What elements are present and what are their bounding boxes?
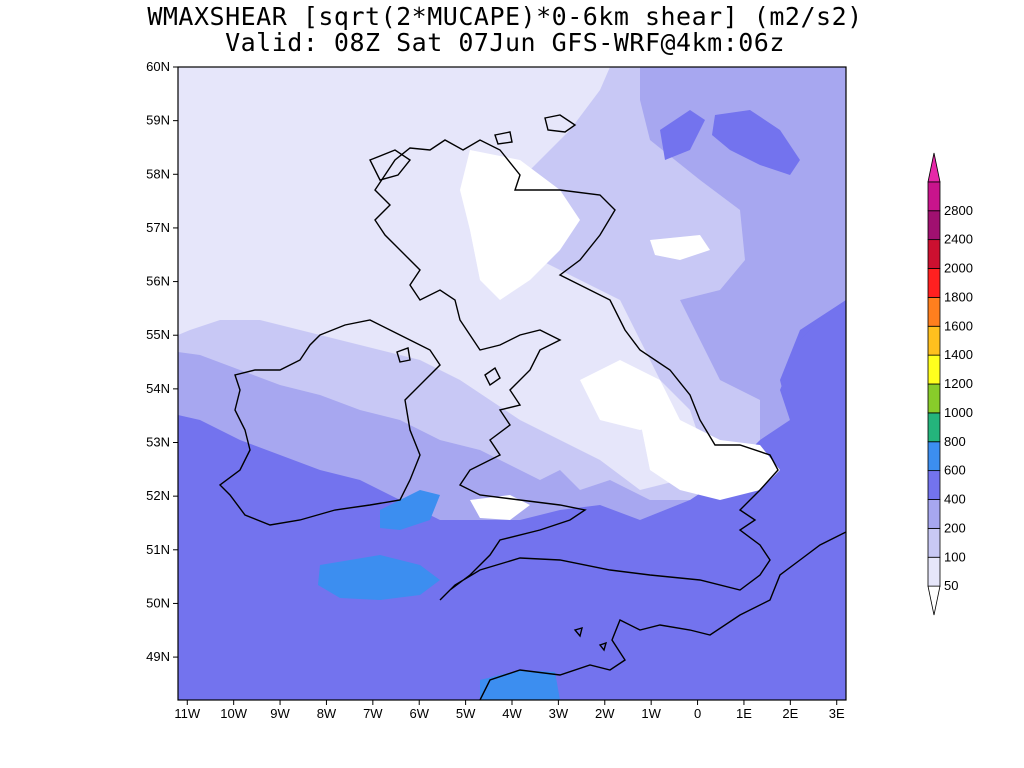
coast-great-britain: [374, 139, 779, 601]
colorbar-label: 600: [944, 463, 966, 478]
colorbar-swatch: [927, 181, 941, 212]
colorbar-swatch: [927, 296, 941, 327]
colorbar-swatch: [927, 499, 941, 529]
coast-ireland: [218, 319, 441, 526]
field-white-northsea: [650, 235, 710, 260]
field-white-wales: [470, 495, 530, 520]
colorbar-swatch: [927, 412, 941, 443]
colorbar-swatch: [927, 441, 941, 472]
colorbar-label: 1000: [944, 405, 973, 420]
lat-tick-label: 52N: [146, 488, 170, 503]
latitude-axis: 60N 59N 58N 57N 56N 55N 54N 53N 52N 51N 50N 49N: [146, 59, 178, 664]
field-blob-north2: [660, 110, 705, 160]
lat-tick-label: 57N: [146, 220, 170, 235]
colorbar-swatch: [927, 210, 941, 241]
lat-tick-label: 51N: [146, 542, 170, 557]
field-layer: [178, 67, 846, 700]
colorbar-swatch: [927, 268, 941, 298]
colorbar-swatch: [927, 527, 941, 558]
colorbar-swatch: [927, 585, 941, 616]
lon-tick-label: 3W: [549, 706, 569, 721]
field-blob-east: [780, 300, 846, 420]
colorbar-label: 2000: [944, 261, 973, 276]
colorbar-label: 2400: [944, 232, 973, 247]
field-patch-brittany: [480, 670, 560, 700]
colorbar: 50 100 200 400 600 800 1000 1200 1400 1600 1800 200…: [927, 152, 973, 616]
lat-tick-label: 55N: [146, 327, 170, 342]
colorbar-label: 1600: [944, 318, 973, 333]
colorbar-swatch: [927, 354, 941, 385]
lon-tick-label: 9W: [270, 706, 290, 721]
field-blob-north1: [712, 110, 800, 175]
lat-tick-label: 59N: [146, 113, 170, 128]
coast-lough-neagh: [396, 347, 411, 363]
lon-tick-label: 5W: [456, 706, 476, 721]
colorbar-swatch: [927, 556, 941, 587]
lat-tick-label: 58N: [146, 166, 170, 181]
field-patch-irishsea: [380, 490, 440, 530]
colorbar-label: 100: [944, 549, 966, 564]
colorbar-label: 2800: [944, 203, 973, 218]
field-patch-sw: [318, 555, 440, 600]
lat-tick-label: 50N: [146, 595, 170, 610]
field-white-east: [640, 420, 780, 500]
coast-france: [479, 531, 846, 700]
lon-tick-label: 7W: [363, 706, 383, 721]
colorbar-label: 1400: [944, 347, 973, 362]
lon-tick-label: 1W: [641, 706, 661, 721]
lon-tick-label: 4W: [502, 706, 522, 721]
colorbar-swatch: [927, 325, 941, 356]
lat-tick-label: 54N: [146, 381, 170, 396]
lat-tick-label: 56N: [146, 274, 170, 289]
colorbar-label: 800: [944, 434, 966, 449]
colorbar-swatch: [927, 383, 941, 414]
lat-tick-label: 49N: [146, 649, 170, 664]
lat-tick-label: 53N: [146, 435, 170, 450]
lon-tick-label: 8W: [317, 706, 337, 721]
coast-shetland: [544, 114, 577, 133]
lon-tick-label: 10W: [220, 706, 247, 721]
chart-title-line1: WMAXSHEAR [sqrt(2*MUCAPE)*0-6km shear] (…: [147, 2, 863, 31]
lon-tick-label: 1E: [736, 706, 752, 721]
longitude-axis: 11W 10W 9W 8W 7W 6W 5W 4W 3W 2W 1W 0 1E 2E 3E: [174, 700, 845, 721]
colorbar-swatch: [927, 152, 941, 183]
lon-tick-label: 0: [694, 706, 701, 721]
colorbar-label: 400: [944, 492, 966, 507]
lon-tick-label: 2W: [595, 706, 615, 721]
field-white-north: [460, 150, 580, 300]
lon-tick-label: 3E: [829, 706, 845, 721]
coast-isle-of-man: [484, 366, 501, 387]
colorbar-label: 1200: [944, 376, 973, 391]
colorbar-label: 200: [944, 520, 966, 535]
lon-tick-label: 11W: [174, 706, 200, 721]
coast-orkney: [494, 131, 513, 145]
lon-tick-label: 6W: [409, 706, 429, 721]
lat-tick-label: 60N: [146, 59, 170, 74]
colorbar-label: 50: [944, 578, 958, 593]
colorbar-label: 1800: [944, 289, 973, 304]
field-band-50: [178, 67, 700, 490]
coast-hebrides: [369, 149, 412, 181]
colorbar-swatch: [927, 239, 941, 269]
coastlines: [218, 114, 846, 700]
coast-channel-islands: [573, 626, 608, 652]
chart-title-line2: Valid: 08Z Sat 07Jun GFS-WRF@4km:06z: [225, 28, 785, 57]
lon-tick-label: 2E: [782, 706, 798, 721]
field-white-mid: [580, 360, 680, 430]
colorbar-swatch: [927, 470, 941, 500]
